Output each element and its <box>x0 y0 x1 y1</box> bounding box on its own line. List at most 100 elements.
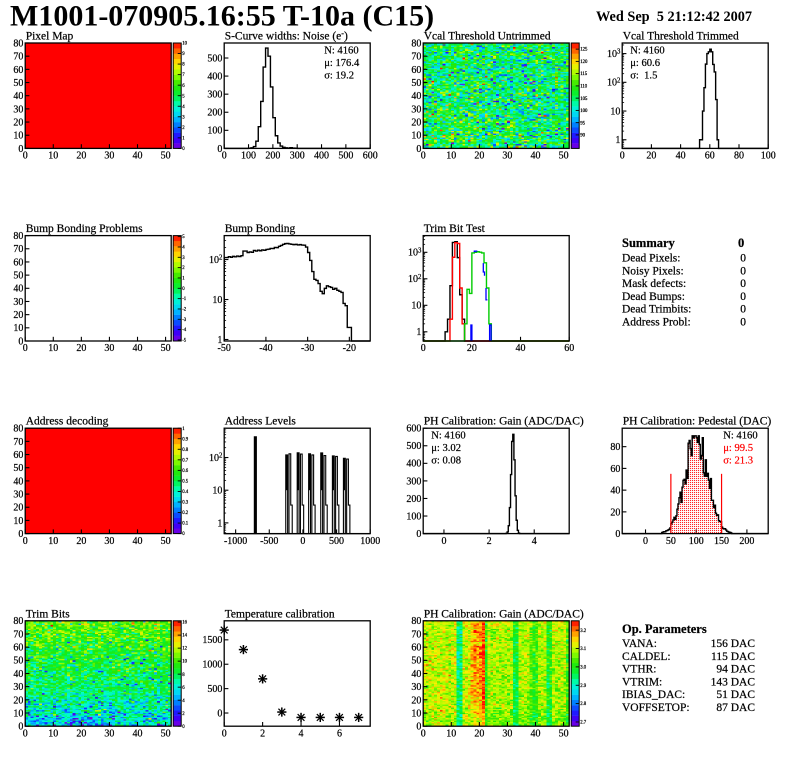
svg-text:10: 10 <box>411 131 421 142</box>
svg-text:μ: 3.02: μ: 3.02 <box>431 443 461 454</box>
svg-text:87 DAC: 87 DAC <box>716 702 755 714</box>
svg-text:-40: -40 <box>259 343 272 354</box>
svg-text:80: 80 <box>13 231 23 242</box>
svg-text:0.7: 0.7 <box>182 458 189 463</box>
svg-text:60: 60 <box>13 643 23 654</box>
svg-text:10: 10 <box>182 660 187 665</box>
svg-text:3: 3 <box>182 115 185 120</box>
svg-text:50: 50 <box>13 463 23 474</box>
svg-text:VOFFSETOP:: VOFFSETOP: <box>622 702 690 714</box>
svg-text:-1000: -1000 <box>224 536 247 547</box>
svg-text:40: 40 <box>133 343 143 354</box>
svg-text:60: 60 <box>411 643 421 654</box>
svg-text:12: 12 <box>182 647 187 652</box>
svg-text:20: 20 <box>76 151 86 162</box>
svg-text:30: 30 <box>502 728 512 739</box>
svg-text:40: 40 <box>531 728 541 739</box>
svg-text:0: 0 <box>222 728 227 739</box>
svg-text:10: 10 <box>48 536 58 547</box>
svg-text:50: 50 <box>666 536 676 547</box>
svg-text:80: 80 <box>610 442 620 453</box>
svg-text:80: 80 <box>411 616 421 627</box>
svg-text:8: 8 <box>182 673 185 678</box>
svg-text:400: 400 <box>314 151 329 162</box>
svg-text:N: 4160: N: 4160 <box>431 431 465 442</box>
svg-text:0.6: 0.6 <box>182 469 189 474</box>
svg-text:0: 0 <box>18 144 23 155</box>
svg-text:50: 50 <box>559 151 569 162</box>
svg-text:80: 80 <box>13 38 23 49</box>
svg-text:100: 100 <box>207 126 222 137</box>
svg-text:-3: -3 <box>182 318 187 323</box>
svg-text:300: 300 <box>290 151 305 162</box>
svg-text:50: 50 <box>13 78 23 89</box>
svg-text:0: 0 <box>18 336 23 347</box>
svg-text:20: 20 <box>474 151 484 162</box>
svg-text:16: 16 <box>182 621 187 626</box>
svg-text:1000: 1000 <box>202 660 222 671</box>
svg-text:6: 6 <box>182 686 185 691</box>
svg-text:500: 500 <box>329 536 344 547</box>
svg-text:60: 60 <box>13 450 23 461</box>
svg-text:0: 0 <box>18 529 23 540</box>
svg-text:0.2: 0.2 <box>182 511 189 516</box>
svg-text:70: 70 <box>13 437 23 448</box>
svg-text:60: 60 <box>564 343 574 354</box>
svg-text:μ: 99.5: μ: 99.5 <box>723 443 753 454</box>
svg-text:6: 6 <box>337 728 342 739</box>
svg-text:20: 20 <box>13 695 23 706</box>
svg-text:1: 1 <box>182 136 185 141</box>
svg-text:Op. Parameters: Op. Parameters <box>622 622 707 636</box>
svg-text:600: 600 <box>363 151 378 162</box>
svg-text:103: 103 <box>607 49 621 60</box>
svg-text:0: 0 <box>18 722 23 733</box>
svg-text:-50: -50 <box>218 343 231 354</box>
svg-text:10: 10 <box>212 295 222 306</box>
svg-text:10: 10 <box>48 728 58 739</box>
svg-text:Mask defects:: Mask defects: <box>622 278 686 290</box>
svg-text:PH Calibration: Gain (ADC/DAC): PH Calibration: Gain (ADC/DAC) <box>424 608 584 620</box>
svg-text:1500: 1500 <box>202 635 222 646</box>
svg-text:50: 50 <box>411 78 421 89</box>
svg-text:VTRIM:: VTRIM: <box>622 676 662 688</box>
svg-text:105: 105 <box>580 97 588 102</box>
svg-text:0: 0 <box>182 287 185 292</box>
svg-text:300: 300 <box>207 90 222 101</box>
svg-text:2: 2 <box>182 266 185 271</box>
svg-text:0.4: 0.4 <box>182 490 189 495</box>
svg-text:4: 4 <box>299 728 304 739</box>
svg-text:115: 115 <box>580 72 588 77</box>
svg-text:30: 30 <box>13 682 23 693</box>
svg-text:20: 20 <box>76 728 86 739</box>
svg-text:50: 50 <box>161 343 171 354</box>
svg-text:-30: -30 <box>301 343 314 354</box>
svg-text:2: 2 <box>182 126 185 131</box>
svg-text:50: 50 <box>161 536 171 547</box>
svg-text:102: 102 <box>607 77 621 88</box>
svg-text:0: 0 <box>23 536 28 547</box>
svg-text:2: 2 <box>487 536 492 547</box>
svg-text:400: 400 <box>406 459 421 470</box>
svg-text:20: 20 <box>13 503 23 514</box>
svg-text:1: 1 <box>217 518 222 529</box>
svg-text:VANA:: VANA: <box>622 638 657 650</box>
svg-text:70: 70 <box>411 52 421 63</box>
svg-text:80: 80 <box>13 424 23 435</box>
svg-text:0: 0 <box>23 151 28 162</box>
svg-text:1: 1 <box>182 427 185 432</box>
svg-text:9: 9 <box>182 52 185 57</box>
svg-text:Trim Bit Test: Trim Bit Test <box>424 223 486 235</box>
svg-text:10: 10 <box>48 151 58 162</box>
svg-text:0.9: 0.9 <box>182 437 189 442</box>
svg-text:Noisy Pixels:: Noisy Pixels: <box>622 265 684 277</box>
svg-text:40: 40 <box>676 151 686 162</box>
svg-text:40: 40 <box>411 91 421 102</box>
svg-text:0: 0 <box>217 708 222 719</box>
svg-text:-500: -500 <box>260 536 278 547</box>
svg-text:40: 40 <box>13 476 23 487</box>
svg-text:20: 20 <box>610 507 620 518</box>
svg-text:3.0: 3.0 <box>580 665 587 670</box>
svg-text:2.7: 2.7 <box>580 721 587 726</box>
svg-text:500: 500 <box>338 151 353 162</box>
svg-text:0: 0 <box>620 151 625 162</box>
